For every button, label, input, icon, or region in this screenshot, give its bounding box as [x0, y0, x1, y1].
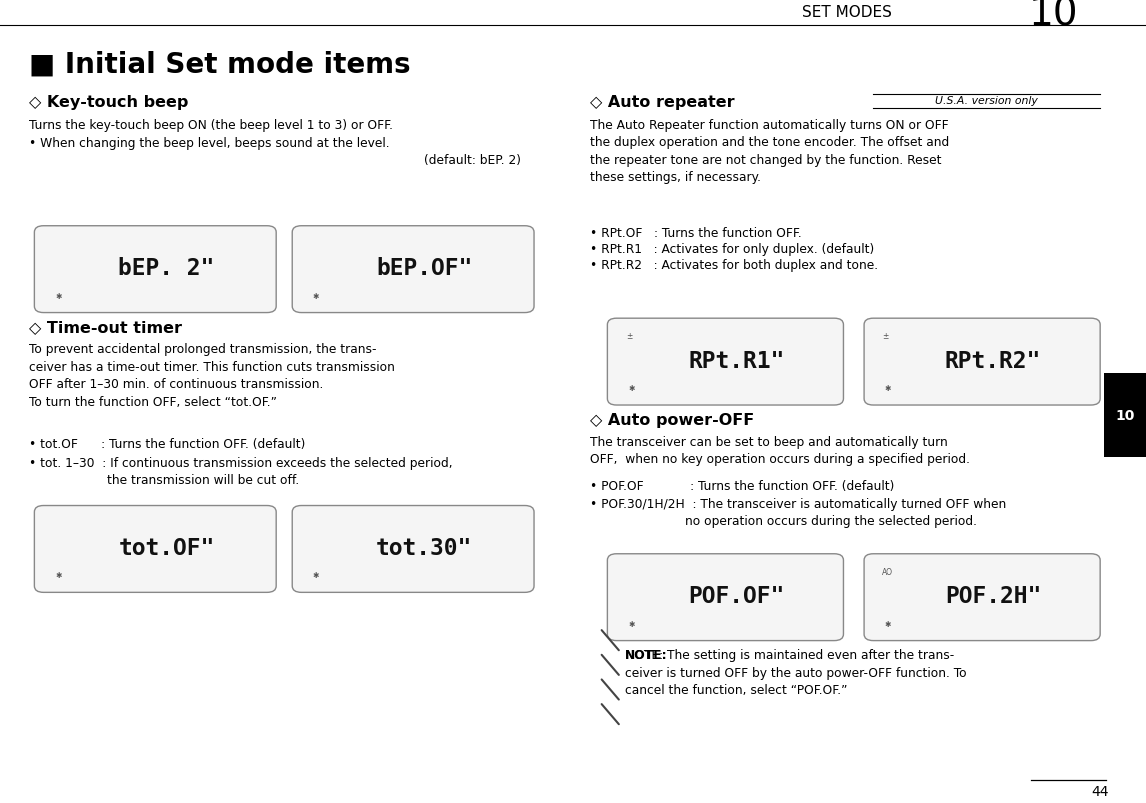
- Text: 10: 10: [1115, 408, 1135, 422]
- Text: no operation occurs during the selected period.: no operation occurs during the selected …: [685, 515, 978, 528]
- Text: The transceiver can be set to beep and automatically turn
OFF,  when no key oper: The transceiver can be set to beep and a…: [590, 435, 971, 466]
- Text: 44: 44: [1091, 784, 1109, 798]
- Text: • RPt.OF   : Turns the function OFF.: • RPt.OF : Turns the function OFF.: [590, 226, 802, 239]
- Text: POF.2H": POF.2H": [945, 585, 1041, 607]
- Text: ■ Initial Set mode items: ■ Initial Set mode items: [29, 51, 410, 78]
- Text: AO: AO: [882, 567, 894, 576]
- FancyBboxPatch shape: [864, 319, 1100, 406]
- FancyBboxPatch shape: [607, 554, 843, 641]
- Text: ◇ Auto repeater: ◇ Auto repeater: [590, 96, 735, 110]
- Text: • POF.30/1H/2H  : The transceiver is automatically turned OFF when: • POF.30/1H/2H : The transceiver is auto…: [590, 497, 1006, 510]
- Text: To prevent accidental prolonged transmission, the trans-
ceiver has a time-out t: To prevent accidental prolonged transmis…: [29, 343, 394, 408]
- FancyBboxPatch shape: [292, 506, 534, 593]
- Text: ◇ Auto power-OFF: ◇ Auto power-OFF: [590, 413, 754, 427]
- Text: bEP. 2": bEP. 2": [118, 257, 214, 279]
- Text: Turns the key-touch beep ON (the beep level 1 to 3) or OFF.: Turns the key-touch beep ON (the beep le…: [29, 119, 393, 132]
- Text: ◇ Time-out timer: ◇ Time-out timer: [29, 320, 182, 334]
- Text: • POF.OF            : Turns the function OFF. (default): • POF.OF : Turns the function OFF. (defa…: [590, 479, 895, 492]
- FancyBboxPatch shape: [1104, 373, 1146, 458]
- Text: ±: ±: [626, 332, 633, 340]
- Text: The Auto Repeater function automatically turns ON or OFF
the duplex operation an: The Auto Repeater function automatically…: [590, 119, 949, 184]
- FancyBboxPatch shape: [607, 319, 843, 406]
- Text: ±: ±: [882, 332, 889, 340]
- FancyBboxPatch shape: [34, 506, 276, 593]
- Text: tot.OF": tot.OF": [118, 536, 214, 559]
- Text: cancel the function, select “POF.OF.”: cancel the function, select “POF.OF.”: [625, 683, 847, 696]
- Text: (default: bEP. 2): (default: bEP. 2): [424, 154, 521, 167]
- Text: ✱: ✱: [55, 571, 62, 580]
- Text: tot.30": tot.30": [376, 536, 472, 559]
- Text: bEP.OF": bEP.OF": [376, 257, 472, 279]
- Text: • tot. 1–30  : If continuous transmission exceeds the selected period,: • tot. 1–30 : If continuous transmission…: [29, 456, 453, 469]
- Text: ✱: ✱: [628, 384, 635, 393]
- Text: ✱: ✱: [885, 384, 892, 393]
- FancyBboxPatch shape: [34, 226, 276, 313]
- FancyBboxPatch shape: [864, 554, 1100, 641]
- Text: NOTE: The setting is maintained even after the trans-: NOTE: The setting is maintained even aft…: [625, 648, 953, 661]
- Text: ✱: ✱: [628, 619, 635, 628]
- Text: ✱: ✱: [55, 291, 62, 300]
- Text: • RPt.R2   : Activates for both duplex and tone.: • RPt.R2 : Activates for both duplex and…: [590, 259, 878, 271]
- Text: ceiver is turned OFF by the auto power-OFF function. To: ceiver is turned OFF by the auto power-O…: [625, 666, 966, 679]
- Text: U.S.A. version only: U.S.A. version only: [935, 96, 1038, 106]
- Text: • When changing the beep level, beeps sound at the level.: • When changing the beep level, beeps so…: [29, 137, 390, 149]
- Text: ✱: ✱: [313, 571, 320, 580]
- Text: SET MODES: SET MODES: [802, 6, 892, 20]
- Text: 10: 10: [1029, 0, 1078, 34]
- Text: NOTE:: NOTE:: [625, 648, 667, 661]
- Text: • RPt.R1   : Activates for only duplex. (default): • RPt.R1 : Activates for only duplex. (d…: [590, 243, 874, 255]
- Text: the transmission will be cut off.: the transmission will be cut off.: [107, 474, 299, 487]
- Text: RPt.R2": RPt.R2": [945, 349, 1041, 372]
- Text: • tot.OF      : Turns the function OFF. (default): • tot.OF : Turns the function OFF. (defa…: [29, 438, 305, 450]
- Text: ◇ Key-touch beep: ◇ Key-touch beep: [29, 96, 188, 110]
- Text: POF.OF": POF.OF": [689, 585, 784, 607]
- FancyBboxPatch shape: [292, 226, 534, 313]
- Text: RPt.R1": RPt.R1": [689, 349, 784, 372]
- Text: ✱: ✱: [885, 619, 892, 628]
- Text: ✱: ✱: [313, 291, 320, 300]
